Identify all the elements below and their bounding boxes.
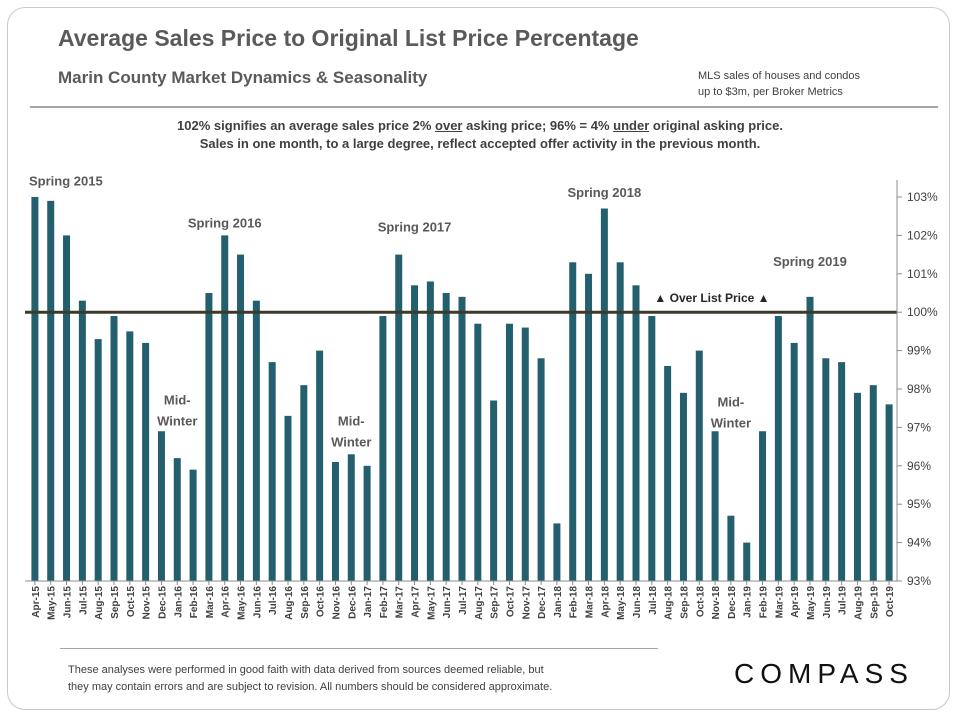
chart-subtitle: Marin County Market Dynamics & Seasonali… [58,68,428,87]
explanation-text-c: asking price; 96% = 4% [462,118,614,133]
explanation-under: under [613,118,650,133]
disclaimer: These analyses were performed in good fa… [68,662,552,696]
source-line-1: MLS sales of houses and condos [698,70,861,82]
explanation-text-e: original asking price. [649,118,783,133]
explanation-text-a: 102% signifies an average sales price 2% [177,118,436,133]
disclaimer-line-1: These analyses were performed in good fa… [68,664,544,676]
header-divider [30,106,938,108]
explanation-line-1: 102% signifies an average sales price 2%… [0,118,960,133]
footer-divider [60,648,658,649]
compass-logo: COMPASS [734,658,914,689]
chart-title: Average Sales Price to Original List Pri… [58,25,639,51]
slide-frame [7,7,950,710]
disclaimer-line-2: they may contain errors and are subject … [68,681,553,693]
source-line-2: up to $3m, per Broker Metrics [698,86,843,98]
source-note: MLS sales of houses and condos up to $3m… [698,68,860,100]
explanation-over: over [435,118,463,133]
explanation-line-2: Sales in one month, to a large degree, r… [199,136,761,151]
